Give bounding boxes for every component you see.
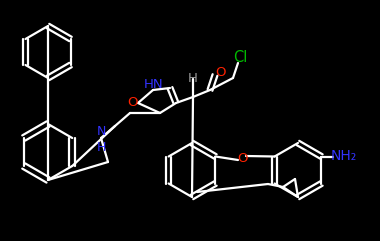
Text: O: O — [128, 95, 138, 108]
Text: H: H — [188, 73, 198, 86]
Text: Cl: Cl — [233, 49, 247, 65]
Text: HN: HN — [144, 79, 164, 92]
Text: O: O — [215, 67, 225, 80]
Text: H: H — [96, 141, 106, 154]
Text: O: O — [237, 152, 247, 165]
Text: N: N — [96, 125, 106, 138]
Text: NH₂: NH₂ — [330, 149, 356, 163]
